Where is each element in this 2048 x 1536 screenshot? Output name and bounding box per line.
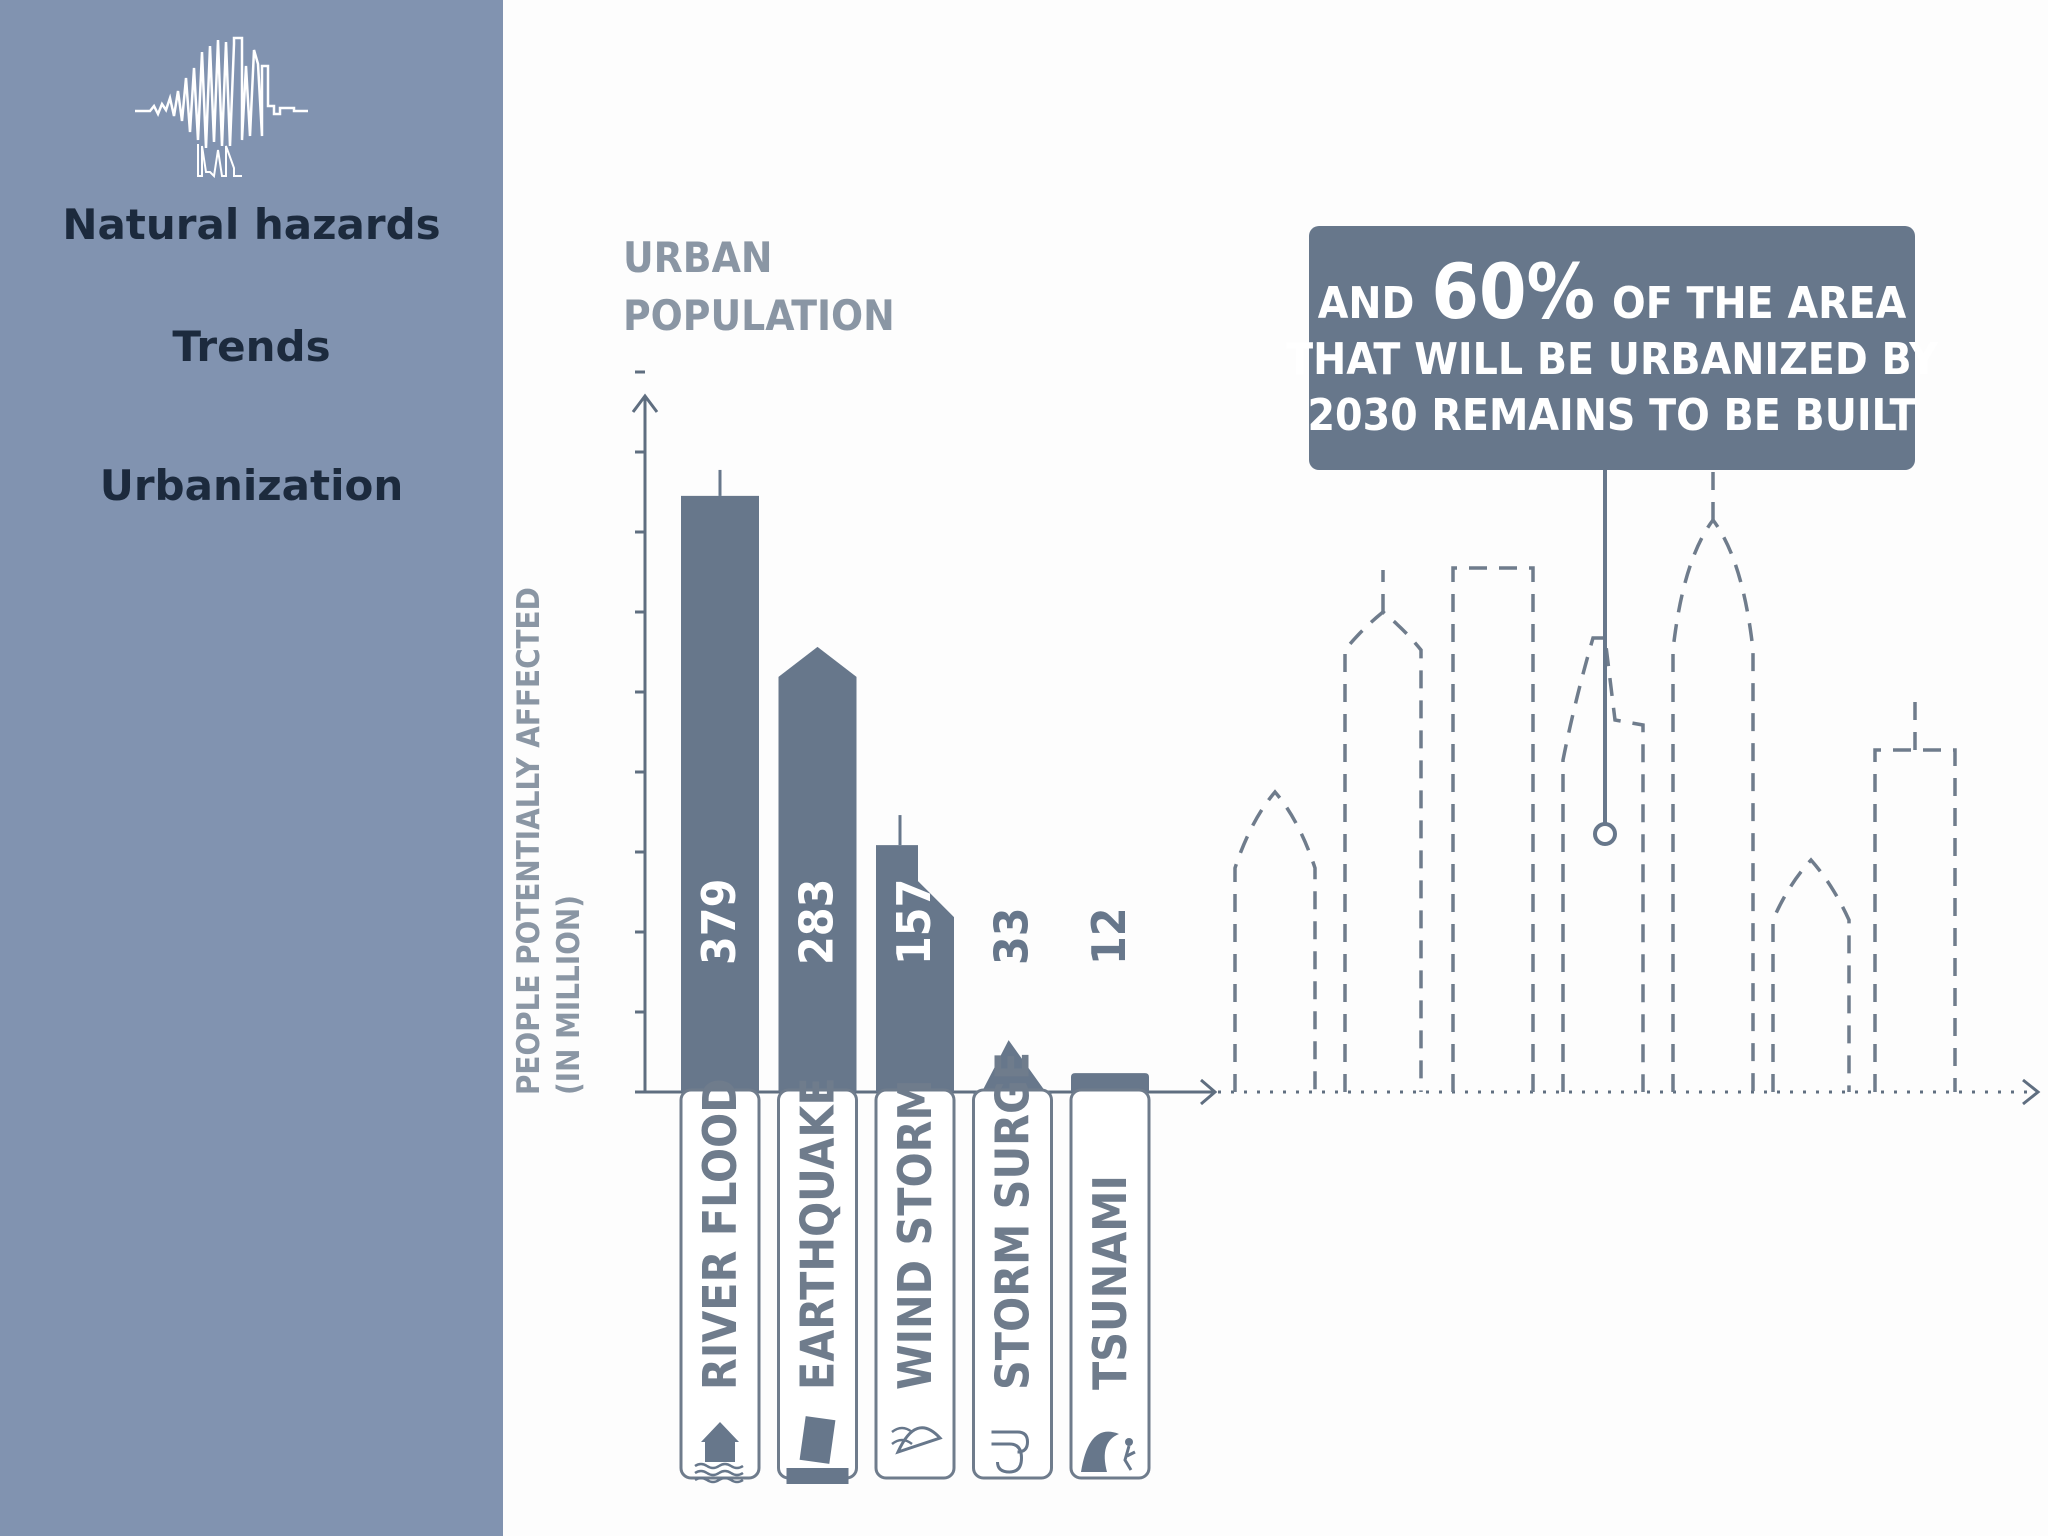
future-skyline-outline	[1233, 470, 1957, 1092]
value-label-wind-storm: 157	[887, 879, 941, 965]
category-label: RIVER FLOOD	[693, 1078, 747, 1390]
value-label-tsunami: 12	[1082, 907, 1136, 965]
urbanization-callout: AND 60% OF THE AREA THAT WILL BE URBANIZ…	[1286, 226, 1939, 846]
sidebar-item-trends[interactable]: Trends	[172, 322, 331, 371]
callout-line3: 2030 REMAINS TO BE BUILT	[1307, 390, 1916, 441]
callout-text-area: OF THE AREA	[1612, 278, 1907, 329]
main-content: URBAN POPULATION PEOPLE POTENTIALLY AFFE…	[503, 0, 2048, 1536]
category-box-river-flood: RIVER FLOOD	[679, 1078, 761, 1484]
category-label: WIND STORM	[888, 1079, 942, 1390]
svg-text:AND 60% OF THE: AND 60% OF THE AREA	[1318, 247, 1907, 336]
sidebar-item-urbanization[interactable]: Urbanization	[99, 461, 404, 510]
value-label-river-flood: 379	[692, 879, 746, 965]
infographic-chart: URBAN POPULATION PEOPLE POTENTIALLY AFFE…	[511, 226, 2041, 1484]
chart-title-line2: POPULATION	[623, 291, 895, 340]
sidebar: Natural hazards Trends Urbanization	[0, 0, 503, 1536]
collapsed-building-icon	[786, 1416, 849, 1484]
category-label: STORM SURGE	[986, 1052, 1040, 1390]
bar-wind-storm	[876, 845, 954, 1092]
bar-river-flood	[681, 495, 759, 1092]
sidebar-item-natural-hazards[interactable]: Natural hazards	[62, 200, 441, 249]
category-label: TSUNAMI	[1083, 1175, 1137, 1390]
callout-text-and: AND	[1318, 278, 1415, 329]
y-axis-label-line1: PEOPLE POTENTIALLY AFFECTED	[511, 587, 547, 1095]
tsunami-wave-icon	[1081, 1431, 1136, 1472]
umbrella-wind-icon	[891, 1426, 943, 1455]
category-labels-group: RIVER FLOOD EARTHQUAKE WIND STORM STORM SUR…	[679, 1052, 1151, 1484]
bars-group: 379 283 157 33 12	[681, 469, 1149, 1109]
category-box-earthquake: EARTHQUAKE	[777, 1077, 858, 1484]
category-label: EARTHQUAKE	[791, 1077, 845, 1390]
callout-line2: THAT WILL BE URBANIZED BY	[1286, 334, 1939, 385]
bar-earthquake	[778, 646, 857, 1092]
future-city-ground-line	[1218, 1078, 2041, 1106]
category-box-storm-surge: STORM SURGE	[972, 1052, 1053, 1480]
house-icon	[694, 1422, 744, 1484]
value-label-storm-surge: 33	[985, 907, 1039, 965]
bar-tsunami	[1071, 1073, 1149, 1092]
wind-wave-icon	[991, 1430, 1030, 1474]
category-box-wind-storm: WIND STORM	[874, 1079, 956, 1480]
category-box-tsunami: TSUNAMI	[1069, 1088, 1151, 1480]
value-label-earthquake: 283	[790, 879, 844, 965]
callout-percent: 60%	[1431, 247, 1595, 336]
seismic-skyline-logo-icon	[135, 36, 308, 179]
y-axis	[631, 370, 659, 1092]
y-axis-label-line2: (IN MILLION)	[551, 895, 587, 1095]
chart-title-line1: URBAN	[623, 233, 772, 282]
